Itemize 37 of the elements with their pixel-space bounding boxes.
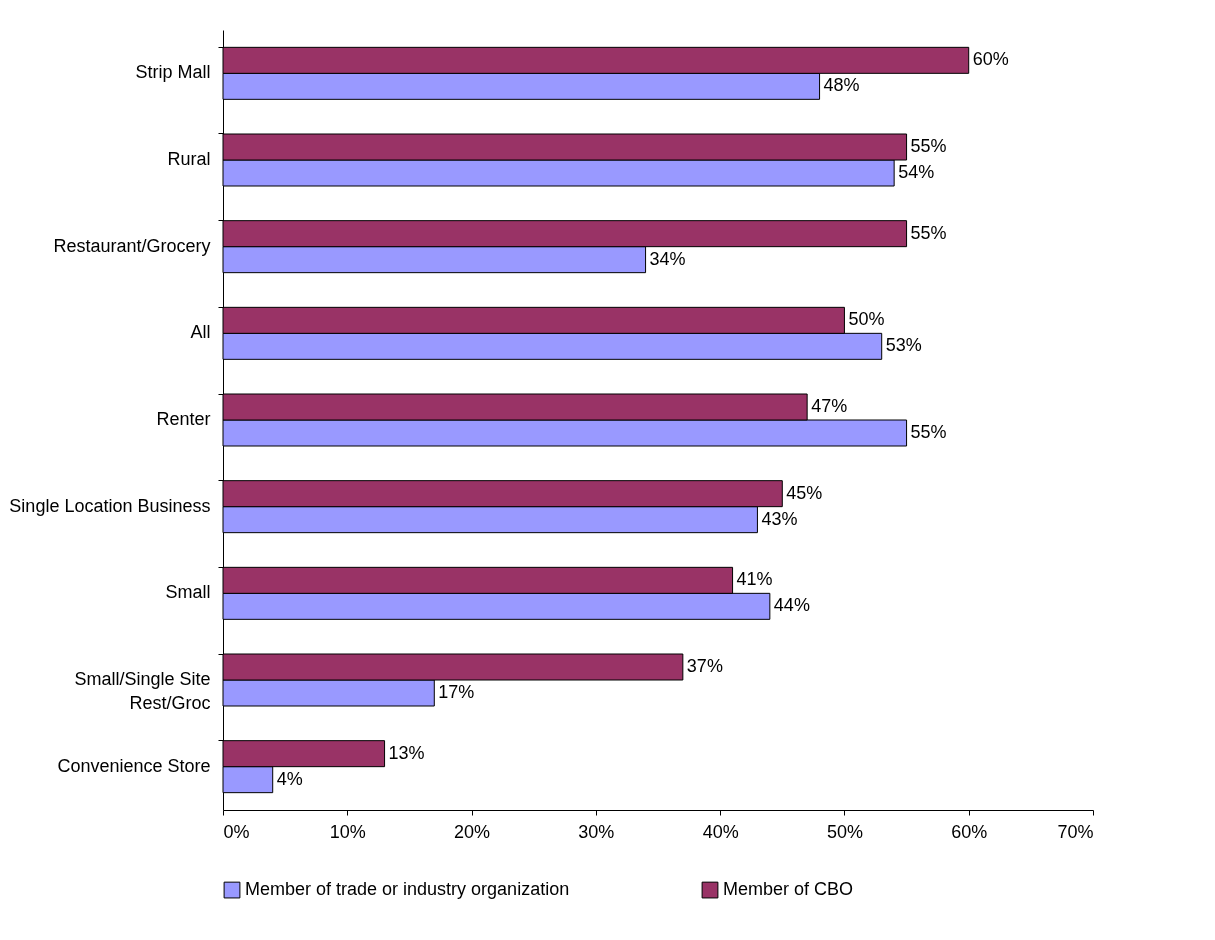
data-label: 44% — [773, 595, 810, 616]
data-label: 50% — [848, 309, 885, 330]
x-tick-label: 0% — [223, 821, 250, 842]
y-tick-label: Renter — [156, 409, 211, 429]
x-tick-label: 60% — [951, 821, 988, 842]
data-label: 45% — [786, 482, 823, 503]
data-label: 34% — [649, 248, 686, 269]
data-label: 13% — [388, 742, 425, 763]
y-tick-label: Small/Single Site Rest/Groc — [74, 669, 211, 713]
x-tick-label: 50% — [826, 821, 863, 842]
x-tick-label: 70% — [1057, 821, 1094, 842]
y-tick-label: Small — [165, 582, 211, 603]
y-tick-label: Rural — [167, 149, 211, 169]
data-label: 47% — [811, 396, 848, 416]
x-tick-label: 30% — [578, 821, 615, 842]
data-label: 17% — [438, 682, 475, 702]
data-label: 53% — [885, 335, 922, 356]
data-label: 55% — [910, 422, 947, 442]
y-tick-label: Convenience Store — [57, 755, 211, 776]
y-tick-label: All — [190, 322, 211, 343]
y-tick-label: Single Location Business — [9, 495, 211, 516]
data-label: 54% — [898, 162, 935, 182]
data-label: 55% — [910, 136, 947, 156]
x-tick-label: 40% — [702, 821, 739, 842]
data-label: 55% — [910, 222, 947, 243]
data-label: 41% — [736, 569, 773, 590]
legend-label: Member of CBO — [723, 879, 854, 900]
x-tick-label: 20% — [454, 821, 491, 842]
x-tick-label: 10% — [329, 821, 366, 842]
data-label: 43% — [761, 508, 798, 529]
legend-label: Member of trade or industry organization — [245, 879, 570, 900]
y-tick-label: Restaurant/Grocery — [53, 235, 211, 256]
data-label: 48% — [823, 75, 860, 96]
y-tick-label: Strip Mall — [135, 62, 211, 83]
data-label: 60% — [972, 49, 1009, 70]
data-label: 4% — [276, 768, 303, 789]
data-label: 37% — [686, 656, 723, 676]
